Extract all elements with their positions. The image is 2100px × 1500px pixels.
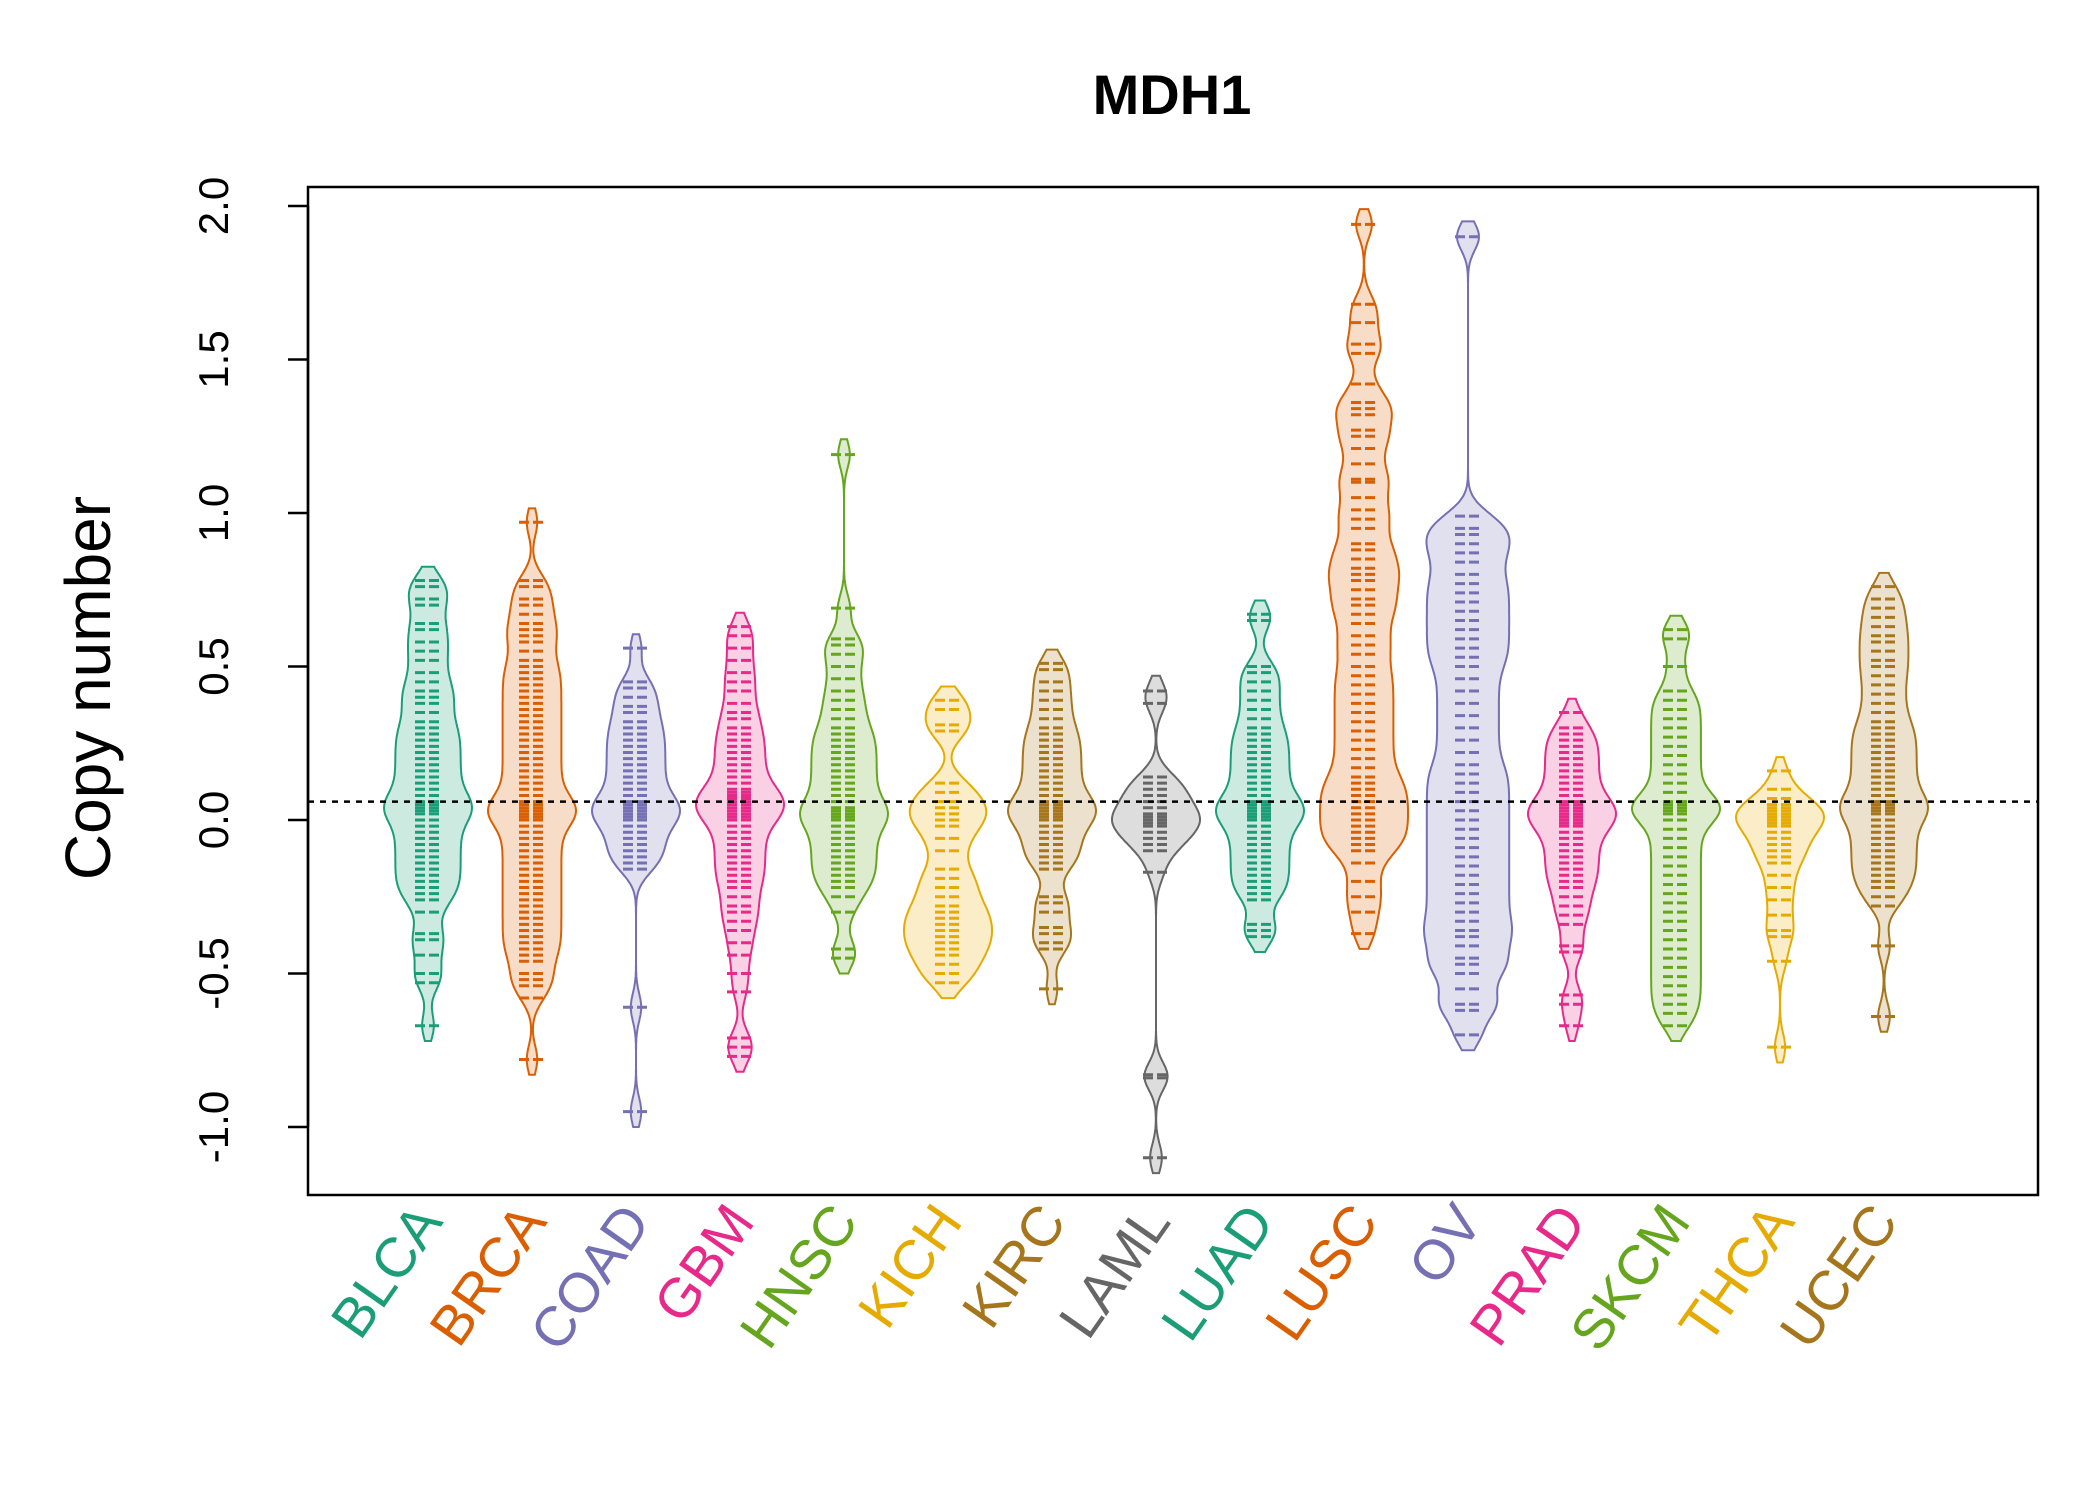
bean-THCA [1734,756,1826,1064]
bean-BLCA [382,565,474,1042]
y-tick-label: 1.5 [190,330,237,388]
bean-PRAD [1526,697,1618,1042]
bean-BRCA [486,507,578,1076]
bean-density [798,438,890,975]
y-tick-label: 2.0 [190,177,237,235]
bean-density [1423,220,1513,1052]
bean-GBM [694,611,786,1073]
y-tick-label: 0.0 [190,791,237,849]
y-tick-label: -1.0 [190,1091,237,1163]
bean-density [1111,674,1201,1175]
bean-LUSC [1319,208,1409,950]
bean-density [382,565,474,1042]
chart-title: MDH1 [1093,63,1252,126]
bean-LAML [1111,674,1201,1175]
bean-SKCM [1631,614,1721,1042]
y-tick-label: -0.5 [190,937,237,1009]
bean-COAD [590,633,682,1128]
bean-density [1214,599,1306,953]
bean-density [486,507,578,1076]
y-tick-label: 0.5 [190,637,237,695]
bean-KICH [903,685,993,1000]
bean-OV [1423,220,1513,1052]
y-axis-label: Copy number [52,496,124,880]
bean-density [694,611,786,1073]
bean-density [903,685,993,1000]
bean-LUAD [1214,599,1306,953]
y-tick-label: 1.0 [190,484,237,542]
bean-density [1526,697,1618,1042]
bean-density [1319,208,1409,950]
y-axis: -1.0 -0.5 0.0 0.5 1.0 1.5 2.0 [190,177,310,1163]
bean-density [1631,614,1721,1042]
bean-density [590,633,682,1128]
bean-group [382,208,1930,1175]
bean-density [1006,648,1098,1006]
